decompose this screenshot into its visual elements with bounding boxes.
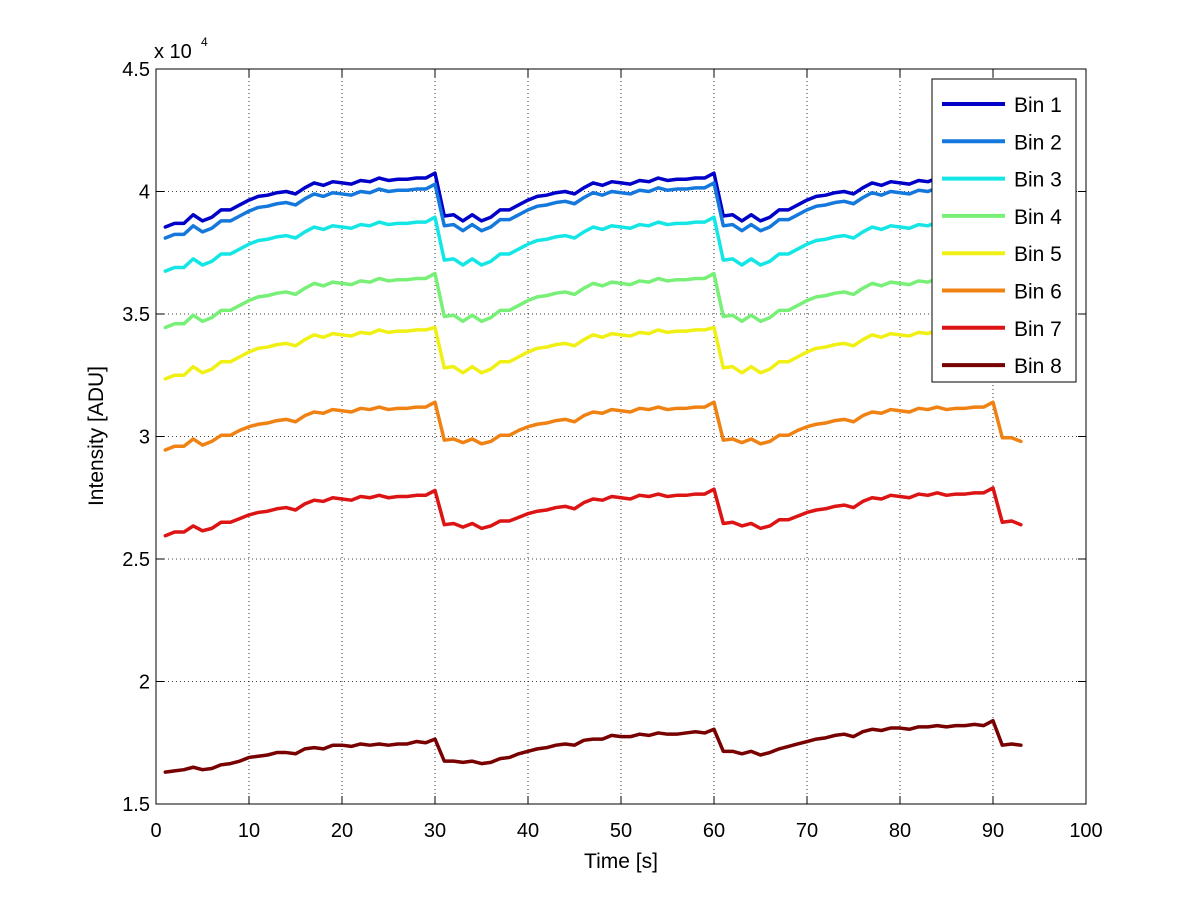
legend-label-bin-4: Bin 4 bbox=[1014, 206, 1062, 229]
x-tick-labels: 0 10 20 30 40 50 60 70 80 90 100 bbox=[150, 820, 1102, 842]
y-tick-label: 3 bbox=[139, 427, 150, 449]
x-tick-label: 30 bbox=[424, 820, 446, 842]
legend-label-bin-7: Bin 7 bbox=[1014, 318, 1062, 341]
series-line-bin-2 bbox=[163, 181, 1023, 240]
legend-label-bin-8: Bin 8 bbox=[1014, 355, 1062, 378]
y-multiplier: x 10 4 bbox=[154, 35, 208, 63]
y-multiplier-exponent: 4 bbox=[201, 35, 208, 49]
legend-label-bin-2: Bin 2 bbox=[1014, 131, 1062, 154]
x-tick-label: 70 bbox=[796, 820, 818, 842]
x-tick-label: 20 bbox=[331, 820, 353, 842]
series-line-bin-4 bbox=[163, 271, 1023, 330]
series-line-bin-3 bbox=[163, 215, 1023, 273]
x-tick-label: 10 bbox=[238, 820, 260, 842]
y-multiplier-base: x 10 bbox=[154, 41, 192, 63]
x-tick-label: 90 bbox=[982, 820, 1004, 842]
legend-box bbox=[931, 78, 1077, 383]
y-tick-label: 2 bbox=[139, 672, 150, 694]
y-tick-label: 3.5 bbox=[122, 304, 150, 326]
y-tick-label: 1.5 bbox=[122, 794, 150, 816]
tick-marks bbox=[155, 68, 1087, 805]
x-tick-label: 40 bbox=[517, 820, 539, 842]
x-tick-label: 80 bbox=[889, 820, 911, 842]
x-tick-label: 100 bbox=[1069, 820, 1102, 842]
series-line-bin-6 bbox=[163, 400, 1023, 452]
y-tick-label: 2.5 bbox=[122, 549, 150, 571]
y-tick-label: 4 bbox=[139, 182, 150, 204]
legend-label-bin-6: Bin 6 bbox=[1014, 281, 1062, 304]
grid-lines bbox=[156, 69, 1086, 804]
y-tick-labels: 1.5 2 2.5 3 3.5 4 4.5 bbox=[122, 59, 150, 816]
y-tick-label: 4.5 bbox=[122, 59, 150, 81]
x-tick-label: 60 bbox=[703, 820, 725, 842]
x-tick-label: 50 bbox=[610, 820, 632, 842]
legend: Bin 1 Bin 2 Bin 3 Bin 4 Bin 5 Bin 6 Bin 7 Bin 8 bbox=[931, 78, 1077, 383]
series-line-bin-8 bbox=[163, 718, 1023, 774]
y-axis-label: Intensity [ADU] bbox=[85, 366, 108, 506]
series-line-bin-7 bbox=[163, 486, 1023, 538]
x-axis-label: Time [s] bbox=[584, 850, 658, 873]
legend-label-bin-3: Bin 3 bbox=[1014, 169, 1062, 192]
x-tick-label: 0 bbox=[150, 820, 161, 842]
legend-label-bin-1: Bin 1 bbox=[1014, 94, 1062, 117]
series-line-bin-5 bbox=[163, 325, 1023, 381]
series-line-bin-1 bbox=[163, 171, 1023, 229]
legend-label-bin-5: Bin 5 bbox=[1014, 243, 1062, 266]
series-layer bbox=[163, 171, 1023, 774]
